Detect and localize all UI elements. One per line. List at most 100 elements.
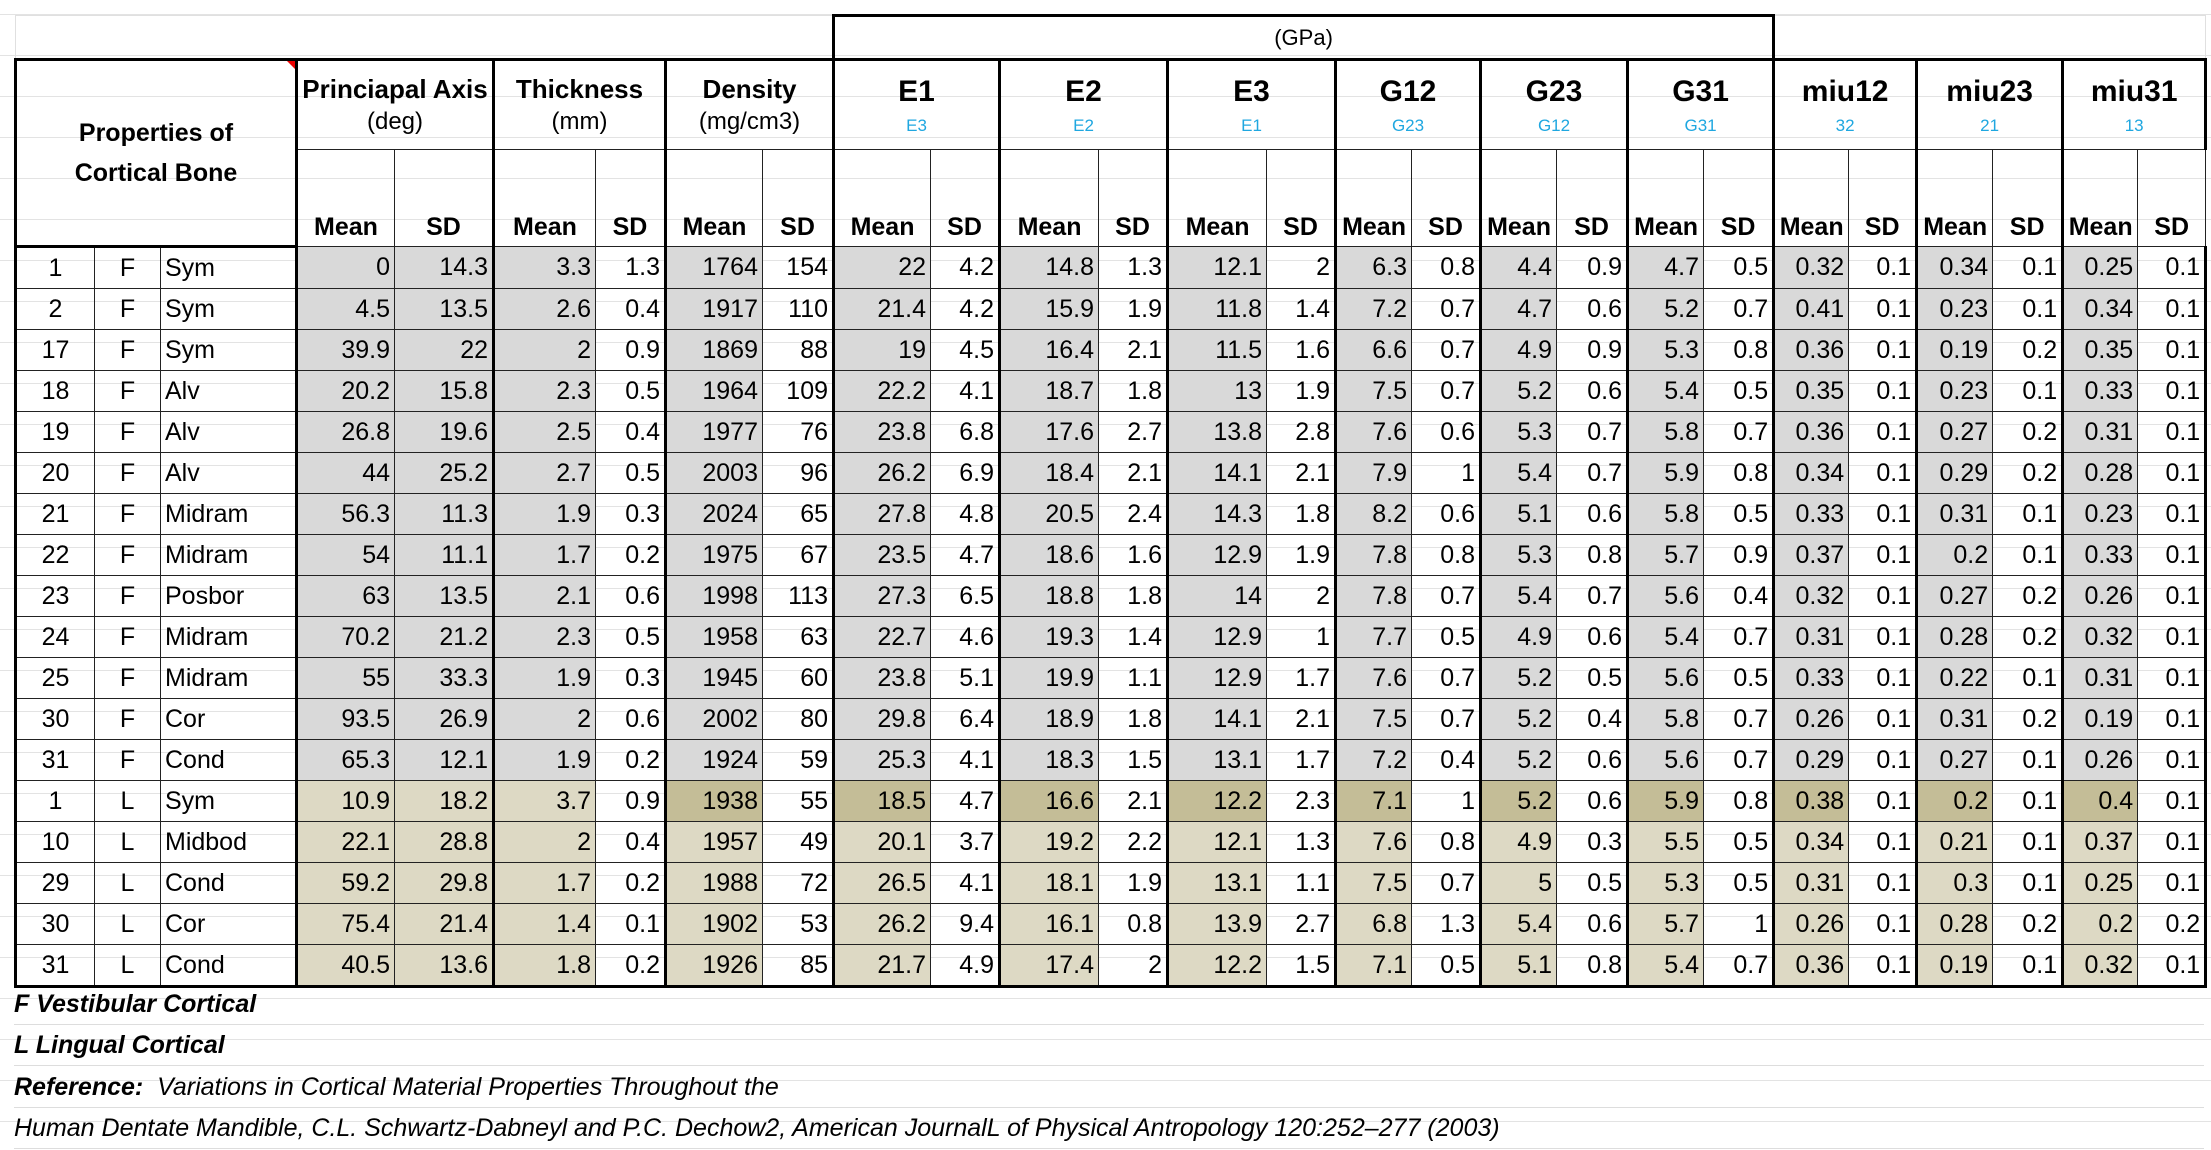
sd-cell: 113 xyxy=(761,575,835,617)
mean-cell: 0.22 xyxy=(1915,657,1994,699)
mean-cell: 0.33 xyxy=(2061,534,2139,576)
mean-cell: 0.26 xyxy=(1772,903,1850,945)
group-subtitle: 21 xyxy=(1980,115,2000,135)
table-row: 10 L Midbod 22.1 28.8 2 0.4 1957 49 20.1 3.7 19.2 2.… xyxy=(14,821,2208,863)
sd-cell: 0.4 xyxy=(1411,739,1482,781)
mean-cell: 1958 xyxy=(664,616,763,658)
sd-cell: 0.2 xyxy=(1992,698,2064,740)
sd-cell: 49 xyxy=(761,821,835,863)
sd-cell: 0.5 xyxy=(1703,246,1775,289)
sd-cell: 18.2 xyxy=(394,780,494,822)
mean-cell: 7.6 xyxy=(1334,411,1413,453)
group-title: G23 xyxy=(1525,74,1583,108)
legend-f: F Vestibular Cortical xyxy=(14,984,2204,1025)
mean-cell: 22.7 xyxy=(832,616,932,658)
sd-cell: 1 xyxy=(1266,616,1337,658)
mean-cell: 1.9 xyxy=(492,493,596,535)
group-subtitle: G12 xyxy=(1537,115,1571,135)
mean-cell: 1998 xyxy=(664,575,763,617)
mean-cell: 1964 xyxy=(664,370,763,412)
row-side: F xyxy=(94,493,161,535)
mean-cell: 3.3 xyxy=(492,246,596,289)
mean-cell: 5.6 xyxy=(1626,657,1705,699)
mean-cell: 20.2 xyxy=(295,370,395,412)
sd-cell: 0.7 xyxy=(1411,370,1482,412)
mean-cell: 0.32 xyxy=(1772,246,1850,289)
sd-cell: 2.1 xyxy=(1098,780,1169,822)
group-title: Thickness xyxy=(515,74,644,104)
group-subtitle: (mm) xyxy=(551,108,608,135)
sd-cell: 1.8 xyxy=(1098,698,1169,740)
row-region: Cond xyxy=(160,944,298,988)
group-subtitle: 13 xyxy=(2124,115,2144,135)
sd-cell: 1.4 xyxy=(1266,288,1337,330)
mean-cell: 12.9 xyxy=(1166,616,1268,658)
mean-cell: 5 xyxy=(1479,862,1558,904)
mean-cell: 5.8 xyxy=(1626,493,1705,535)
sd-cell: 0.8 xyxy=(1703,329,1775,371)
sd-column-header: SD xyxy=(761,149,835,247)
sd-cell: 0.7 xyxy=(1703,739,1775,781)
mean-cell: 1.7 xyxy=(492,534,596,576)
sd-cell: 0.2 xyxy=(595,944,666,988)
row-region: Cor xyxy=(160,903,298,945)
sd-cell: 0.5 xyxy=(1703,370,1775,412)
mean-cell: 0.27 xyxy=(1915,739,1994,781)
mean-cell: 21.7 xyxy=(832,944,932,988)
sd-cell: 0.5 xyxy=(1703,493,1775,535)
mean-cell: 16.6 xyxy=(998,780,1100,822)
sd-cell: 4.8 xyxy=(930,493,1001,535)
sd-cell: 0.2 xyxy=(1992,575,2064,617)
sd-column-header: SD xyxy=(1556,149,1629,247)
mean-cell: 0.41 xyxy=(1772,288,1850,330)
sd-cell: 0.2 xyxy=(595,862,666,904)
sd-column-header: SD xyxy=(930,149,1001,247)
row-region: Sym xyxy=(160,780,298,822)
sd-cell: 21.2 xyxy=(394,616,494,658)
mean-cell: 12.2 xyxy=(1166,944,1268,988)
sd-cell: 1.9 xyxy=(1266,370,1337,412)
sd-cell: 0.9 xyxy=(595,780,666,822)
sd-cell: 0.4 xyxy=(595,821,666,863)
sd-cell: 26.9 xyxy=(394,698,494,740)
row-region: Sym xyxy=(160,329,298,371)
row-region: Cor xyxy=(160,698,298,740)
row-region: Cond xyxy=(160,862,298,904)
mean-cell: 3.7 xyxy=(492,780,596,822)
sd-cell: 1.6 xyxy=(1098,534,1169,576)
sd-cell: 0.2 xyxy=(1992,452,2064,494)
row-side: F xyxy=(94,575,161,617)
sd-cell: 1.5 xyxy=(1266,944,1337,988)
sd-cell: 4.2 xyxy=(930,288,1001,330)
mean-cell: 16.4 xyxy=(998,329,1100,371)
row-side: F xyxy=(94,288,161,330)
row-id: 21 xyxy=(14,493,95,535)
mean-cell: 0.2 xyxy=(1915,534,1994,576)
mean-cell: 2002 xyxy=(664,698,763,740)
sd-cell: 0.9 xyxy=(1556,246,1629,289)
mean-cell: 14.1 xyxy=(1166,452,1268,494)
sd-cell: 0.4 xyxy=(595,288,666,330)
mean-cell: 5.6 xyxy=(1626,575,1705,617)
row-region: Sym xyxy=(160,288,298,330)
sd-cell: 0.1 xyxy=(1848,370,1918,412)
sd-cell: 0.6 xyxy=(1411,493,1482,535)
sd-cell: 0.6 xyxy=(1556,288,1629,330)
mean-cell: 39.9 xyxy=(295,329,395,371)
mean-cell: 8.2 xyxy=(1334,493,1413,535)
gpa-units-band: (GPa) xyxy=(832,14,1776,61)
mean-cell: 1926 xyxy=(664,944,763,988)
sd-cell: 0.5 xyxy=(595,452,666,494)
mean-cell: 12.1 xyxy=(1166,246,1268,289)
sd-cell: 0.1 xyxy=(2137,411,2208,453)
sd-cell: 0.7 xyxy=(1556,411,1629,453)
group-header-e2: E2 E2 xyxy=(998,59,1170,150)
mean-cell: 0.2 xyxy=(1915,780,1994,822)
sd-cell: 110 xyxy=(761,288,835,330)
sd-cell: 6.9 xyxy=(930,452,1001,494)
mean-cell: 26.2 xyxy=(832,452,932,494)
mean-cell: 21.4 xyxy=(832,288,932,330)
mean-cell: 7.5 xyxy=(1334,698,1413,740)
mean-cell: 5.7 xyxy=(1626,903,1705,945)
mean-cell: 59.2 xyxy=(295,862,395,904)
